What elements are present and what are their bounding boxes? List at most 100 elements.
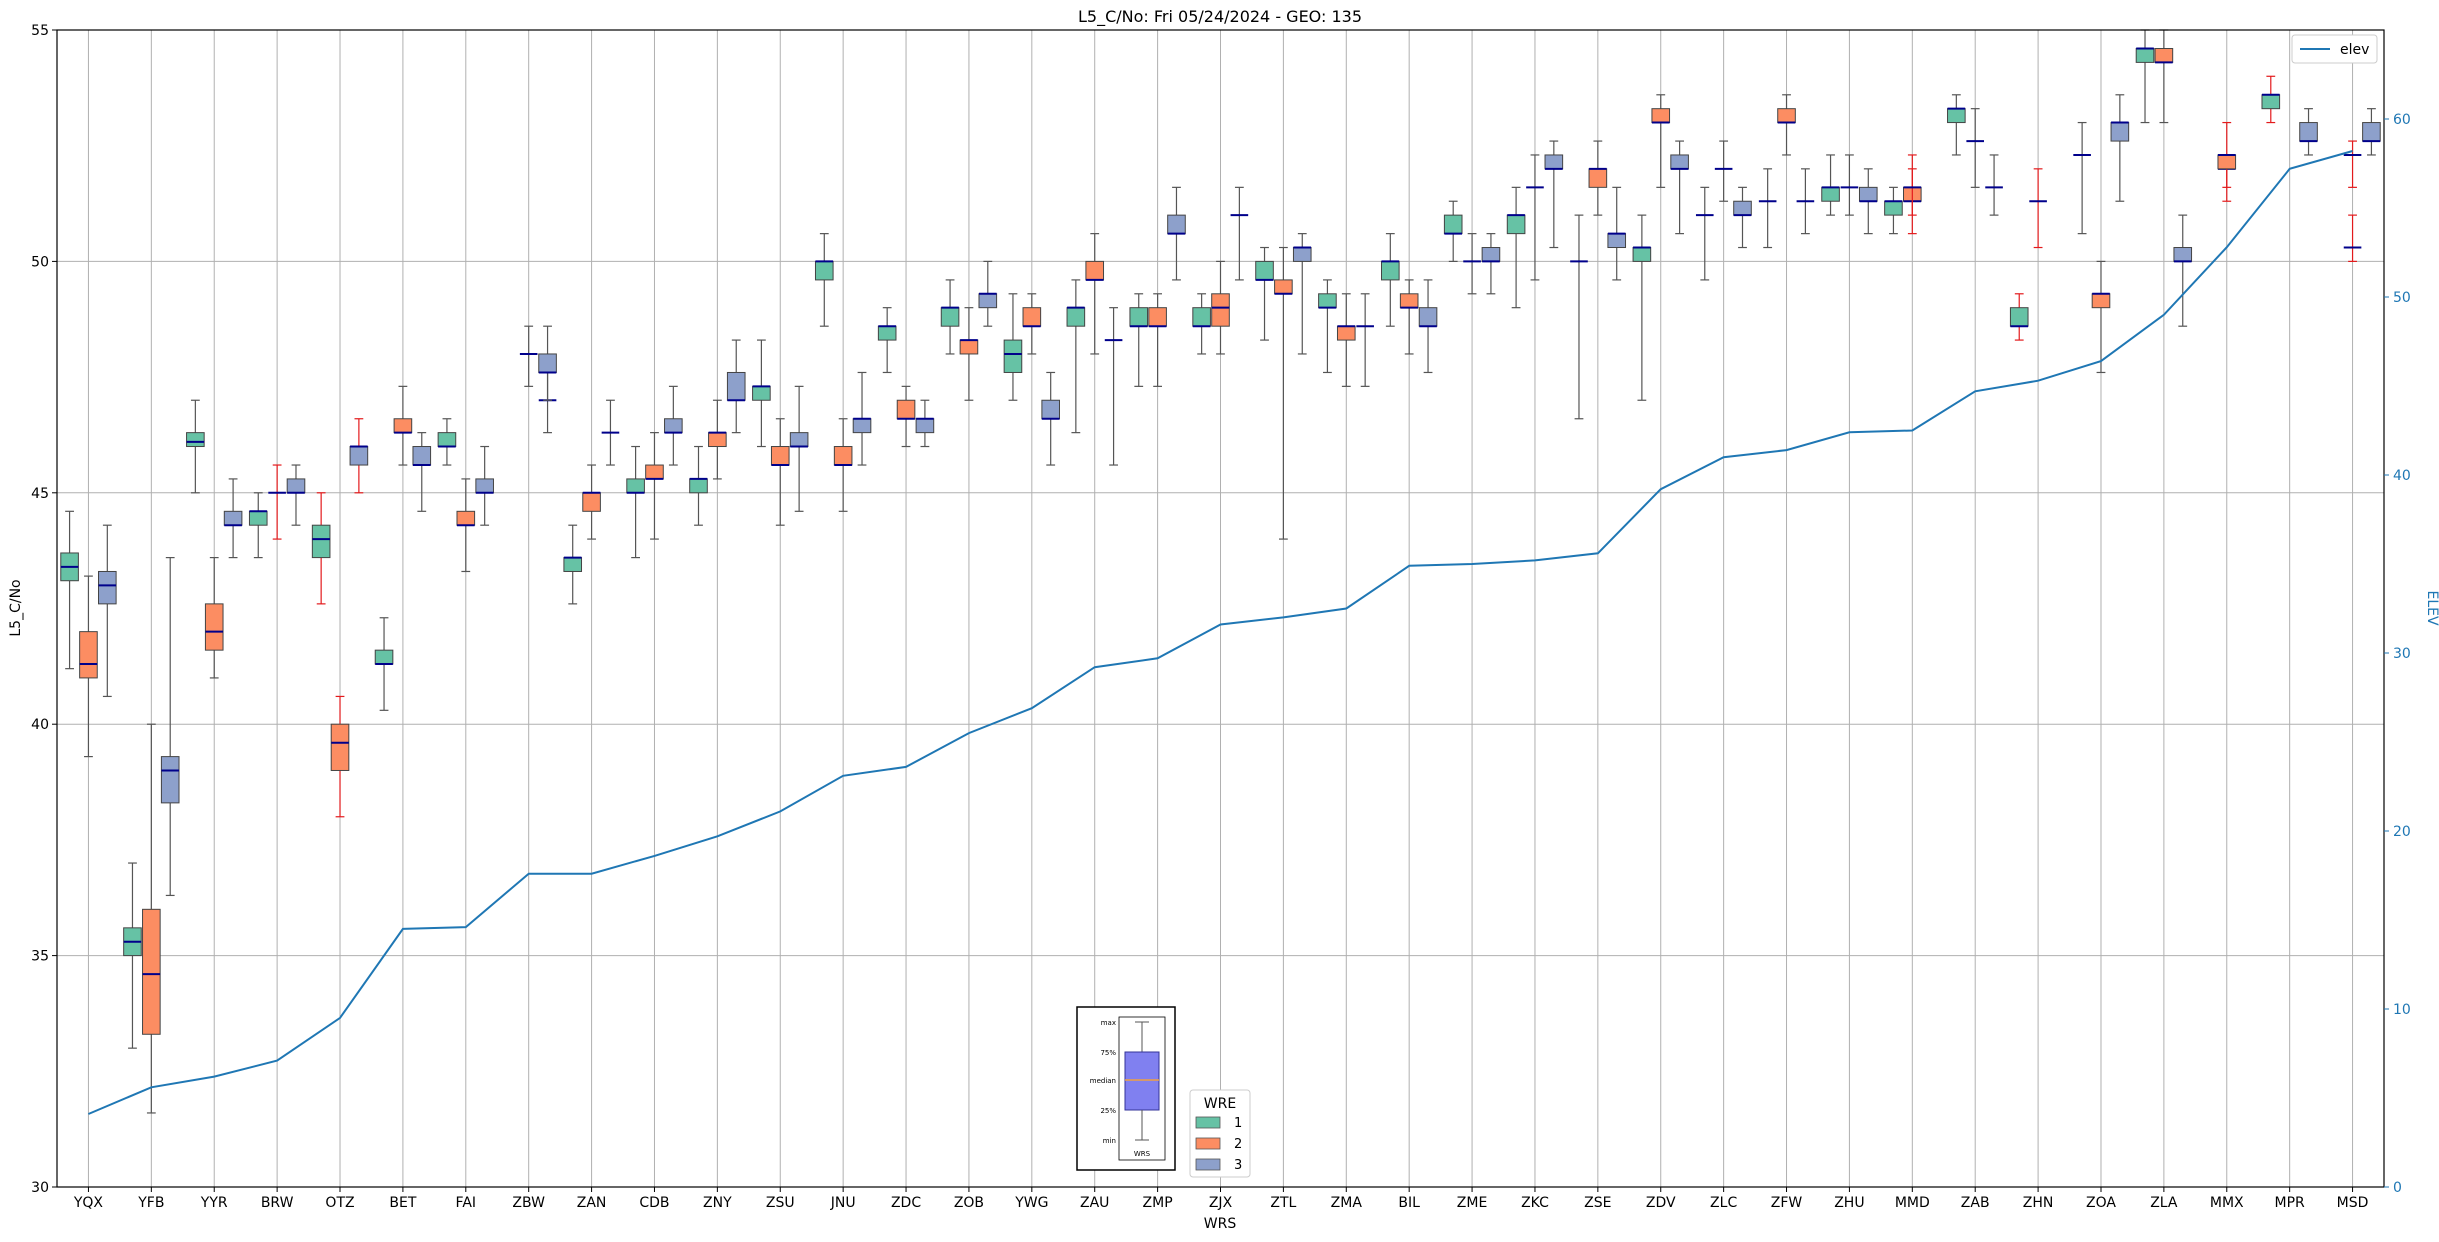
box-MPR-wre3 [2299, 108, 2318, 156]
box-body [475, 478, 494, 494]
box-body [1041, 399, 1060, 420]
x-tick-label: ZDC [891, 1195, 921, 1211]
box-ZOA-wre1 [2073, 121, 2091, 235]
x-tick-label: ZME [1457, 1195, 1488, 1211]
box-body [1129, 307, 1149, 327]
box-ZAN-wre3 [601, 399, 620, 466]
box-ZJX-wre3 [1230, 186, 1249, 281]
box-MSD-wre3 [2362, 108, 2381, 156]
y2-tick-label: 40 [2393, 468, 2411, 484]
box-BET-wre2 [393, 385, 413, 466]
x-tick-label: YYR [200, 1195, 228, 1211]
box-ZKC-wre2 [1526, 154, 1544, 281]
box-BET-wre1 [374, 617, 394, 711]
box-body [1085, 260, 1105, 281]
box-layer [60, 29, 2381, 1114]
box-body [374, 649, 394, 665]
x-tick-label: BIL [1398, 1195, 1420, 1211]
box-body [1506, 214, 1526, 235]
box-YFB-wre2 [142, 723, 161, 1114]
box-body [1821, 186, 1840, 202]
box-ZBW-wre2 [519, 325, 538, 387]
box-MSD-wre2 [2343, 214, 2362, 262]
box-ZLA-wre3 [2173, 214, 2193, 327]
x-tick-label: ZBW [512, 1195, 545, 1211]
box-body [563, 557, 583, 572]
box-body [1381, 260, 1400, 281]
box-ZHU-wre3 [1858, 168, 1878, 235]
box-JNU-wre3 [852, 371, 872, 466]
box-MPR-wre1 [2261, 75, 2281, 124]
box-ZLC-wre1 [1695, 186, 1714, 281]
box-ZHU-wre1 [1821, 154, 1840, 216]
box-BIL-wre1 [1381, 233, 1400, 327]
x-tick-label: MSD [2337, 1195, 2369, 1211]
box-body [915, 418, 935, 434]
inset-label-min: min [1103, 1137, 1116, 1145]
box-body [978, 293, 998, 309]
box-CDB-wre3 [664, 385, 683, 466]
box-ZHU-wre2 [1840, 154, 1859, 216]
box-body [752, 385, 771, 401]
box-BRW-wre1 [248, 492, 268, 559]
box-ZHN-wre2 [2029, 168, 2047, 249]
y2-axis-label: ELEV [2424, 590, 2439, 625]
box-body [2154, 48, 2174, 63]
box-ZAU-wre2 [1085, 233, 1105, 355]
box-body [393, 418, 413, 434]
box-body [1588, 168, 1608, 188]
box-YYR-wre3 [223, 478, 243, 559]
box-ZAB-wre1 [1947, 94, 1966, 156]
box-body [1884, 200, 1903, 216]
box-body [286, 478, 306, 494]
box-body [1066, 307, 1086, 327]
box-CDB-wre2 [645, 432, 664, 540]
x-tick-label: ZSE [1584, 1195, 1611, 1211]
box-body [833, 446, 853, 466]
box-body [2173, 247, 2193, 262]
elev-legend: elev [2291, 34, 2378, 64]
inset-xlabel: WRS [1134, 1150, 1151, 1158]
box-body [2009, 307, 2029, 327]
y2-tick-label: 60 [2393, 112, 2411, 128]
box-BIL-wre2 [1399, 279, 1419, 355]
box-YWG-wre3 [1041, 371, 1060, 466]
x-tick-label: ZKC [1521, 1195, 1549, 1211]
box-body [330, 723, 350, 771]
box-ZSE-wre2 [1588, 140, 1608, 216]
box-ZLA-wre1 [2135, 29, 2155, 124]
box-body [1481, 247, 1501, 262]
box-ZAU-wre1 [1066, 279, 1086, 434]
box-ZAN-wre2 [582, 464, 601, 540]
box-ZMA-wre3 [1356, 293, 1374, 387]
box-body [1274, 279, 1293, 295]
box-OTZ-wre2 [330, 695, 350, 818]
y2-tick-label: 20 [2393, 824, 2411, 840]
box-body [142, 908, 161, 1035]
box-body [852, 418, 872, 434]
box-BRW-wre2 [268, 464, 286, 540]
box-body [2091, 293, 2111, 309]
box-ZAN-wre1 [563, 524, 583, 605]
wre-legend-label-1: 1 [1234, 1116, 1242, 1131]
box-JNU-wre1 [814, 233, 834, 327]
box-body [896, 399, 916, 420]
box-ZAB-wre3 [1985, 154, 2003, 216]
box-YQX-wre2 [79, 575, 98, 758]
box-body [2362, 122, 2381, 142]
box-body [437, 432, 457, 448]
box-ZSU-wre2 [770, 418, 790, 526]
box-ZLC-wre2 [1714, 140, 1733, 202]
box-ZSU-wre1 [752, 339, 771, 448]
inset-label-q1: 25% [1100, 1107, 1116, 1115]
inset-box [1124, 1051, 1160, 1111]
box-body [412, 446, 432, 466]
x-tick-label: ZJX [1209, 1195, 1233, 1211]
box-body [2110, 122, 2130, 142]
box-BIL-wre3 [1418, 279, 1438, 374]
box-body [1255, 260, 1274, 281]
y-tick-label: 40 [31, 717, 49, 733]
x-tick-label: ZMA [1331, 1195, 1363, 1211]
